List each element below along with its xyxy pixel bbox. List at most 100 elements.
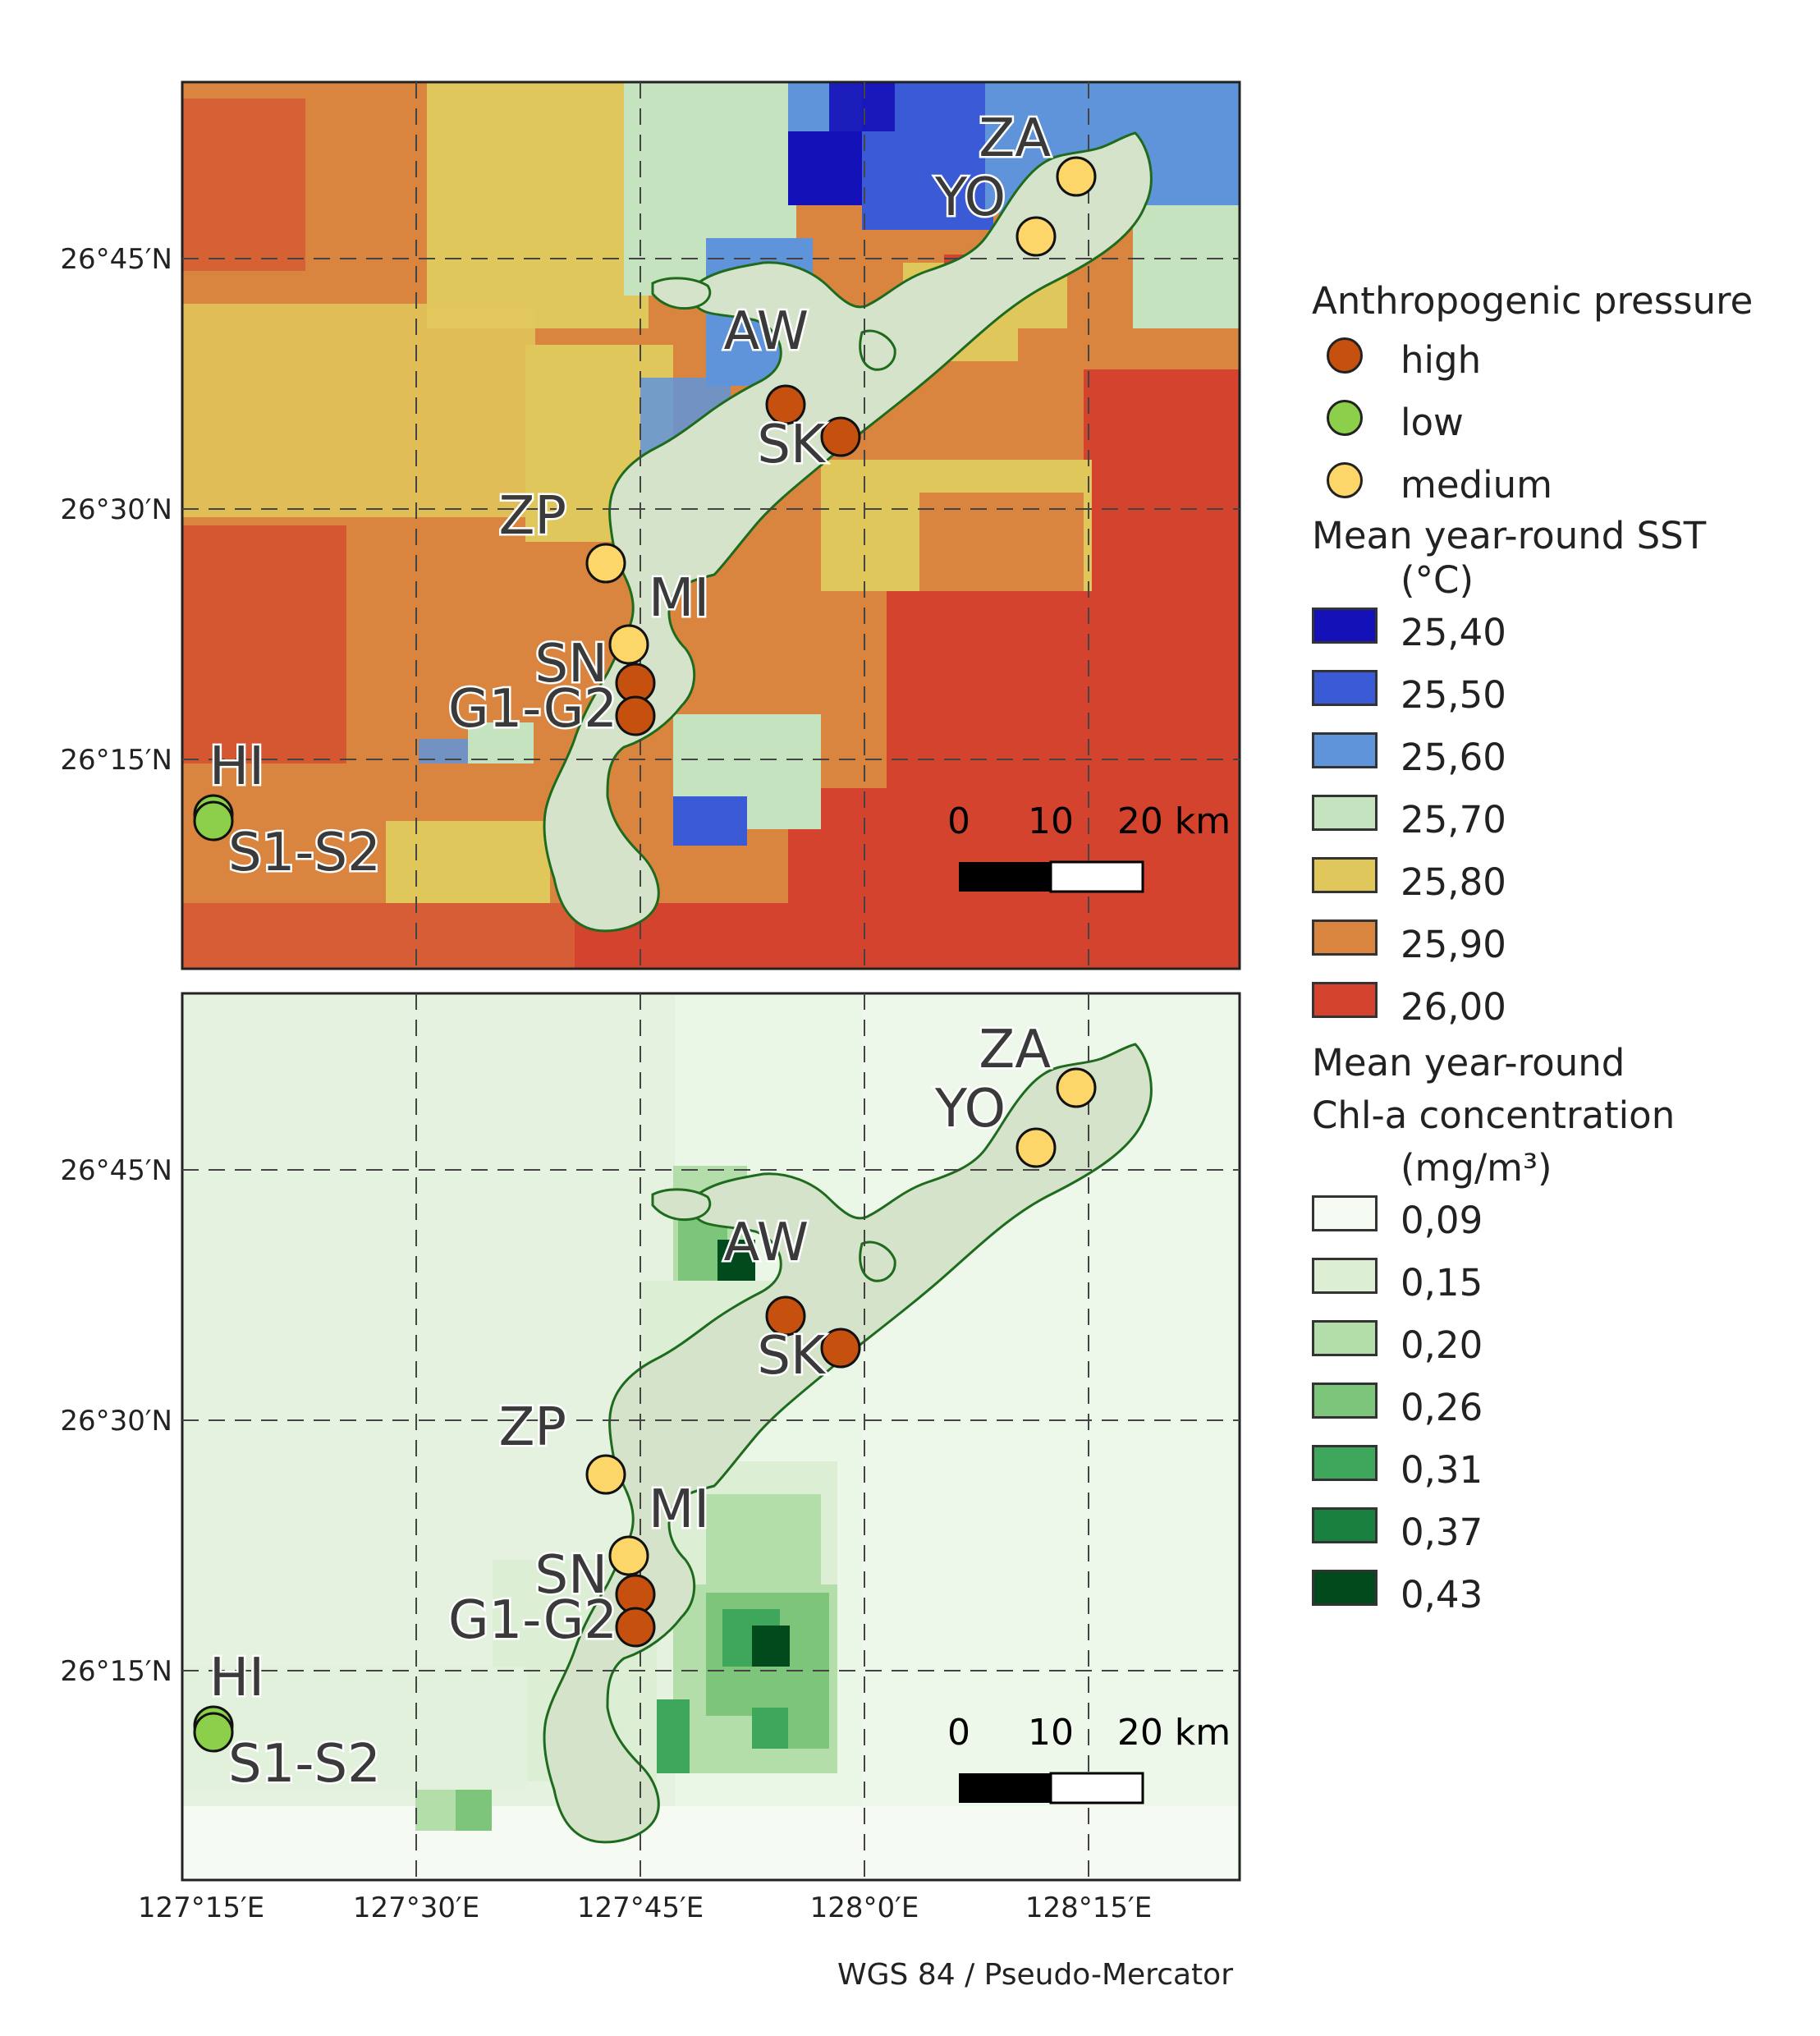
site-label-s1-s2: S1-S2 (228, 823, 381, 883)
legend-swatch (1312, 1445, 1378, 1481)
lat-label-top-30: 26°30′N (60, 493, 172, 526)
pressure-legend-row: high (1312, 323, 1804, 386)
pressure-legend-row: low (1312, 386, 1804, 448)
pressure-legend-row: medium (1312, 448, 1804, 511)
lon-label-128-15: 128°15′E (1025, 1892, 1152, 1924)
lon-label-127-30: 127°30′E (353, 1892, 479, 1924)
site-label-sn: SN (535, 1545, 608, 1606)
site-marker-s1-s2 (193, 1712, 234, 1753)
site-label-zp: ZP (499, 1397, 566, 1458)
legend-label: 0,31 (1401, 1448, 1483, 1492)
chl-legend-row: 0,31 (1312, 1440, 1804, 1502)
legend-swatch (1312, 1383, 1378, 1419)
lon-label-128-0: 128°0′E (810, 1892, 919, 1924)
lat-label-top-45: 26°45′N (60, 243, 172, 276)
legend-label: 25,80 (1401, 860, 1506, 904)
pressure-legend-items: high low medium (1312, 323, 1804, 511)
latitude-labels: 26°45′N 26°30′N 26°15′N 26°45′N 26°30′N … (60, 243, 172, 1688)
legend-label: 0,15 (1401, 1261, 1483, 1305)
site-label-mi: MI (649, 1479, 709, 1540)
chl-legend-row: 0,43 (1312, 1565, 1804, 1627)
site-label-sn: SN (535, 634, 608, 695)
site-marker-s1-s2 (193, 800, 234, 841)
scale-label-10: 10 (1028, 1712, 1074, 1754)
legend-label: 0,26 (1401, 1386, 1483, 1429)
legend-label: 0,37 (1401, 1511, 1483, 1554)
chl-graticule (182, 993, 1240, 1880)
legend-label: 25,70 (1401, 798, 1506, 841)
legend-swatch (1312, 1507, 1378, 1543)
chl-scale-bar: 0 10 20 km (947, 1712, 1231, 1804)
site-label-s1-s2: S1-S2 (228, 1734, 381, 1795)
scale-label-20: 20 km (1117, 1712, 1231, 1754)
site-label-za: ZA (979, 108, 1051, 169)
chl-legend-row: 0,09 (1312, 1190, 1804, 1253)
legend-label: 25,50 (1401, 673, 1506, 717)
chl-legend-row: 0,15 (1312, 1253, 1804, 1315)
legend-swatch (1312, 795, 1378, 831)
lat-label-top-15: 26°15′N (60, 744, 172, 777)
site-label-yo: YO (934, 167, 1006, 228)
legend-swatch (1312, 608, 1378, 644)
chl-map-frame (181, 992, 1241, 1882)
sst-legend-items: 25,40 25,50 25,60 25,70 25,80 25,90 26,00 (1312, 603, 1804, 1039)
sst-legend-row: 25,60 (1312, 727, 1804, 790)
legend-label: 25,90 (1401, 923, 1506, 966)
site-label-zp: ZP (499, 486, 566, 547)
map-legend: Anthropogenic pressure high low medium Mea… (1312, 279, 1804, 1627)
legend-label: 0,20 (1401, 1323, 1483, 1367)
site-label-aw: AW (723, 1213, 809, 1273)
lat-label-bot-30: 26°30′N (60, 1405, 172, 1438)
legend-swatch (1312, 1570, 1378, 1606)
sst-legend-row: 25,90 (1312, 915, 1804, 977)
sst-legend-title: Mean year-round SST (1312, 514, 1707, 557)
sst-legend-row: 25,70 (1312, 790, 1804, 852)
site-marker-zp (585, 543, 626, 584)
scale-label-10: 10 (1028, 800, 1074, 842)
legend-label: medium (1401, 463, 1552, 507)
sst-legend-unit: (°C) (1401, 558, 1474, 602)
scale-label-0: 0 (947, 800, 970, 842)
legend-marker-medium (1327, 462, 1363, 498)
sst-map-frame (181, 80, 1241, 970)
site-marker-sk (820, 416, 861, 457)
legend-marker-low (1327, 400, 1363, 436)
site-label-g1-g2: G1-G2 (448, 679, 617, 740)
chl-legend-title-1: Mean year-round (1312, 1041, 1625, 1084)
chl-legend-items: 0,09 0,15 0,20 0,26 0,31 0,37 0,43 (1312, 1190, 1804, 1627)
site-marker-g1-g2 (615, 1607, 656, 1648)
legend-swatch (1312, 732, 1378, 768)
sst-legend-row: 25,80 (1312, 852, 1804, 915)
site-label-yo: YO (934, 1079, 1006, 1140)
site-marker-yo (1015, 216, 1057, 257)
site-label-mi: MI (649, 568, 709, 629)
site-label-hi: HI (209, 1648, 264, 1708)
legend-swatch (1312, 670, 1378, 706)
legend-swatch (1312, 1258, 1378, 1294)
site-label-aw: AW (723, 301, 809, 362)
legend-swatch (1312, 1320, 1378, 1356)
legend-swatch (1312, 919, 1378, 956)
site-marker-zp (585, 1454, 626, 1495)
site-label-sk: SK (757, 415, 827, 475)
legend-label: low (1401, 401, 1464, 444)
legend-marker-high (1327, 337, 1363, 374)
scale-label-0: 0 (947, 1712, 970, 1754)
lat-label-bot-15: 26°15′N (60, 1655, 172, 1688)
sst-legend-row: 25,40 (1312, 603, 1804, 665)
site-label-za: ZA (979, 1020, 1051, 1080)
sst-raster (182, 82, 1240, 969)
legend-label: high (1401, 338, 1482, 382)
chl-legend-row: 0,26 (1312, 1378, 1804, 1440)
legend-swatch (1312, 982, 1378, 1018)
site-marker-za (1056, 1067, 1097, 1108)
chl-legend-row: 0,20 (1312, 1315, 1804, 1378)
site-label-sk: SK (757, 1326, 827, 1387)
longitude-labels: 127°15′E 127°30′E 127°45′E 128°0′E 128°1… (138, 1892, 1152, 1924)
legend-label: 0,09 (1401, 1199, 1483, 1242)
